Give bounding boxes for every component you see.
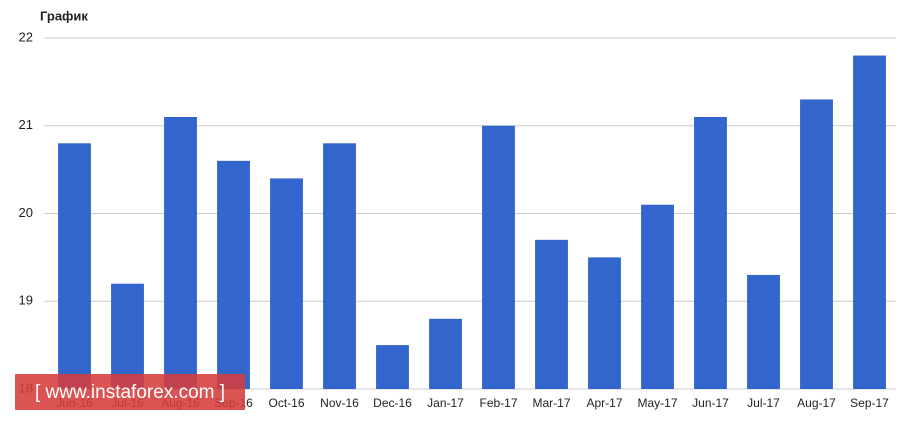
x-tick-label: Jan-17 [427,396,464,410]
x-tick-label: Mar-17 [532,396,570,410]
x-tick-label: Dec-16 [373,396,412,410]
x-tick-label: Nov-16 [320,396,359,410]
x-tick-label: Oct-16 [268,396,304,410]
bar [641,204,674,389]
bar [535,239,568,389]
x-tick-label: Aug-17 [797,396,836,410]
bar [111,283,144,389]
y-tick-label: 22 [19,29,33,44]
bar [58,143,91,389]
y-tick-label: 21 [19,117,33,132]
chart-title: График [40,8,88,23]
y-tick-label: 20 [19,205,33,220]
bar [482,125,515,389]
bar [853,55,886,390]
x-tick-label: Jun-17 [692,396,729,410]
watermark-box [15,374,245,410]
bar [694,116,727,389]
bar [270,178,303,389]
bar [429,318,462,389]
bar [323,143,356,389]
bar [217,160,250,389]
x-tick-label: Sep-17 [850,396,889,410]
x-tick-label: Apr-17 [586,396,622,410]
watermark: [ www.instaforex.com ] [35,382,225,403]
bar [588,257,621,389]
x-tick-label: May-17 [637,396,677,410]
bar [376,345,409,389]
bar [164,116,197,389]
bar [747,274,780,389]
bar [800,99,833,390]
x-tick-label: Jul-17 [747,396,780,410]
y-tick-label: 19 [19,293,33,308]
x-tick-label: Feb-17 [479,396,517,410]
